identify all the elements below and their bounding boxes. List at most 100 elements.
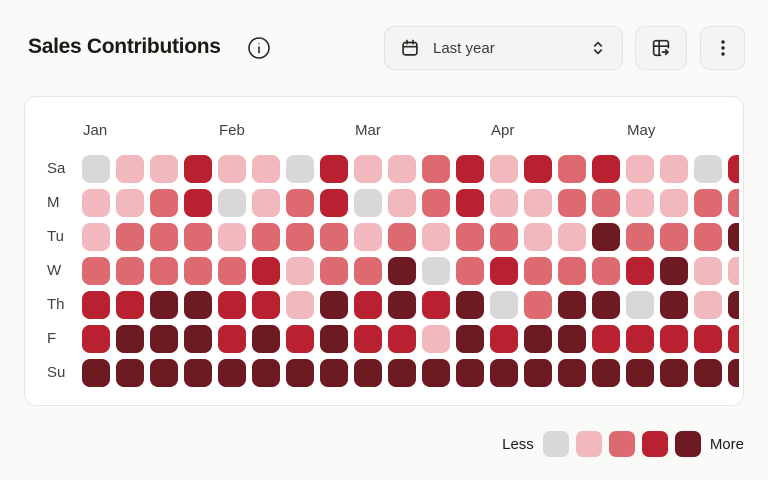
heatmap-cell[interactable] <box>592 155 620 183</box>
heatmap-cell[interactable] <box>82 223 110 251</box>
heatmap-cell[interactable] <box>388 359 416 387</box>
heatmap-cell[interactable] <box>626 223 654 251</box>
heatmap-cell[interactable] <box>354 325 382 353</box>
heatmap-cell[interactable] <box>82 257 110 285</box>
heatmap-cell[interactable] <box>422 155 450 183</box>
heatmap-cell[interactable] <box>422 325 450 353</box>
heatmap-cell[interactable] <box>660 155 688 183</box>
heatmap-cell[interactable] <box>558 325 586 353</box>
heatmap-cell[interactable] <box>116 223 144 251</box>
heatmap-cell[interactable] <box>252 223 280 251</box>
heatmap-cell[interactable] <box>218 359 246 387</box>
heatmap-cell[interactable] <box>252 155 280 183</box>
heatmap-cell[interactable] <box>320 325 348 353</box>
heatmap-cell[interactable] <box>184 359 212 387</box>
heatmap-cell[interactable] <box>660 223 688 251</box>
heatmap-cell[interactable] <box>218 257 246 285</box>
heatmap-cell[interactable] <box>354 291 382 319</box>
heatmap-cell[interactable] <box>524 257 552 285</box>
heatmap-cell[interactable] <box>422 189 450 217</box>
heatmap-cell[interactable] <box>422 257 450 285</box>
heatmap-cell[interactable] <box>388 291 416 319</box>
heatmap-cell[interactable] <box>184 155 212 183</box>
heatmap-cell[interactable] <box>286 223 314 251</box>
heatmap-cell[interactable] <box>184 223 212 251</box>
more-options-button[interactable] <box>700 26 745 70</box>
heatmap-cell[interactable] <box>116 189 144 217</box>
heatmap-cell[interactable] <box>388 325 416 353</box>
heatmap-cell[interactable] <box>660 291 688 319</box>
heatmap-cell[interactable] <box>626 189 654 217</box>
heatmap-cell[interactable] <box>150 291 178 319</box>
heatmap-cell[interactable] <box>252 257 280 285</box>
date-range-select[interactable]: Last year <box>384 26 623 70</box>
heatmap-cell[interactable] <box>218 155 246 183</box>
heatmap-cell[interactable] <box>626 155 654 183</box>
heatmap-cell[interactable] <box>456 223 484 251</box>
heatmap-cell[interactable] <box>694 257 722 285</box>
heatmap-cell[interactable] <box>694 359 722 387</box>
info-circle-icon[interactable] <box>247 36 271 60</box>
heatmap-cell[interactable] <box>422 291 450 319</box>
heatmap-cell[interactable] <box>490 257 518 285</box>
heatmap-cell[interactable] <box>388 223 416 251</box>
heatmap-cell[interactable] <box>456 257 484 285</box>
heatmap-cell[interactable] <box>116 359 144 387</box>
heatmap-cell[interactable] <box>286 257 314 285</box>
heatmap-cell[interactable] <box>320 291 348 319</box>
heatmap-cell[interactable] <box>490 359 518 387</box>
heatmap-cell[interactable] <box>456 325 484 353</box>
heatmap-cell[interactable] <box>592 257 620 285</box>
heatmap-cell[interactable] <box>116 257 144 285</box>
heatmap-cell[interactable] <box>150 359 178 387</box>
heatmap-cell[interactable] <box>150 325 178 353</box>
heatmap-cell[interactable] <box>558 291 586 319</box>
heatmap-cell[interactable] <box>116 291 144 319</box>
heatmap-cell[interactable] <box>388 189 416 217</box>
heatmap-cell[interactable] <box>558 155 586 183</box>
heatmap-cell[interactable] <box>150 189 178 217</box>
heatmap-cell[interactable] <box>660 359 688 387</box>
heatmap-cell[interactable] <box>82 291 110 319</box>
heatmap-cell[interactable] <box>490 291 518 319</box>
heatmap-cell[interactable] <box>320 189 348 217</box>
heatmap-cell[interactable] <box>82 189 110 217</box>
heatmap-cell[interactable] <box>116 155 144 183</box>
heatmap-cell[interactable] <box>320 359 348 387</box>
heatmap-cell[interactable] <box>82 155 110 183</box>
heatmap-cell[interactable] <box>728 291 739 319</box>
heatmap-cell[interactable] <box>456 155 484 183</box>
heatmap-cell[interactable] <box>728 359 739 387</box>
heatmap-cell[interactable] <box>150 223 178 251</box>
heatmap-cell[interactable] <box>558 359 586 387</box>
heatmap-cell[interactable] <box>422 223 450 251</box>
heatmap-cell[interactable] <box>286 155 314 183</box>
heatmap-cell[interactable] <box>660 325 688 353</box>
heatmap-cell[interactable] <box>218 291 246 319</box>
heatmap-cell[interactable] <box>728 189 739 217</box>
heatmap-cell[interactable] <box>728 155 739 183</box>
heatmap-cell[interactable] <box>184 189 212 217</box>
heatmap-cell[interactable] <box>728 325 739 353</box>
heatmap-cell[interactable] <box>82 359 110 387</box>
heatmap-cell[interactable] <box>524 189 552 217</box>
heatmap-cell[interactable] <box>558 257 586 285</box>
heatmap-cell[interactable] <box>558 189 586 217</box>
heatmap-cell[interactable] <box>354 223 382 251</box>
heatmap-cell[interactable] <box>490 325 518 353</box>
heatmap-cell[interactable] <box>694 325 722 353</box>
heatmap-cell[interactable] <box>218 223 246 251</box>
heatmap-cell[interactable] <box>286 291 314 319</box>
heatmap-cell[interactable] <box>626 257 654 285</box>
heatmap-cell[interactable] <box>728 223 739 251</box>
heatmap-cell[interactable] <box>116 325 144 353</box>
heatmap-cell[interactable] <box>694 155 722 183</box>
heatmap-cell[interactable] <box>252 325 280 353</box>
heatmap-cell[interactable] <box>320 223 348 251</box>
heatmap-cell[interactable] <box>694 223 722 251</box>
heatmap-cell[interactable] <box>252 291 280 319</box>
heatmap-cell[interactable] <box>252 189 280 217</box>
heatmap-cell[interactable] <box>286 325 314 353</box>
heatmap-cell[interactable] <box>592 325 620 353</box>
heatmap-cell[interactable] <box>592 189 620 217</box>
